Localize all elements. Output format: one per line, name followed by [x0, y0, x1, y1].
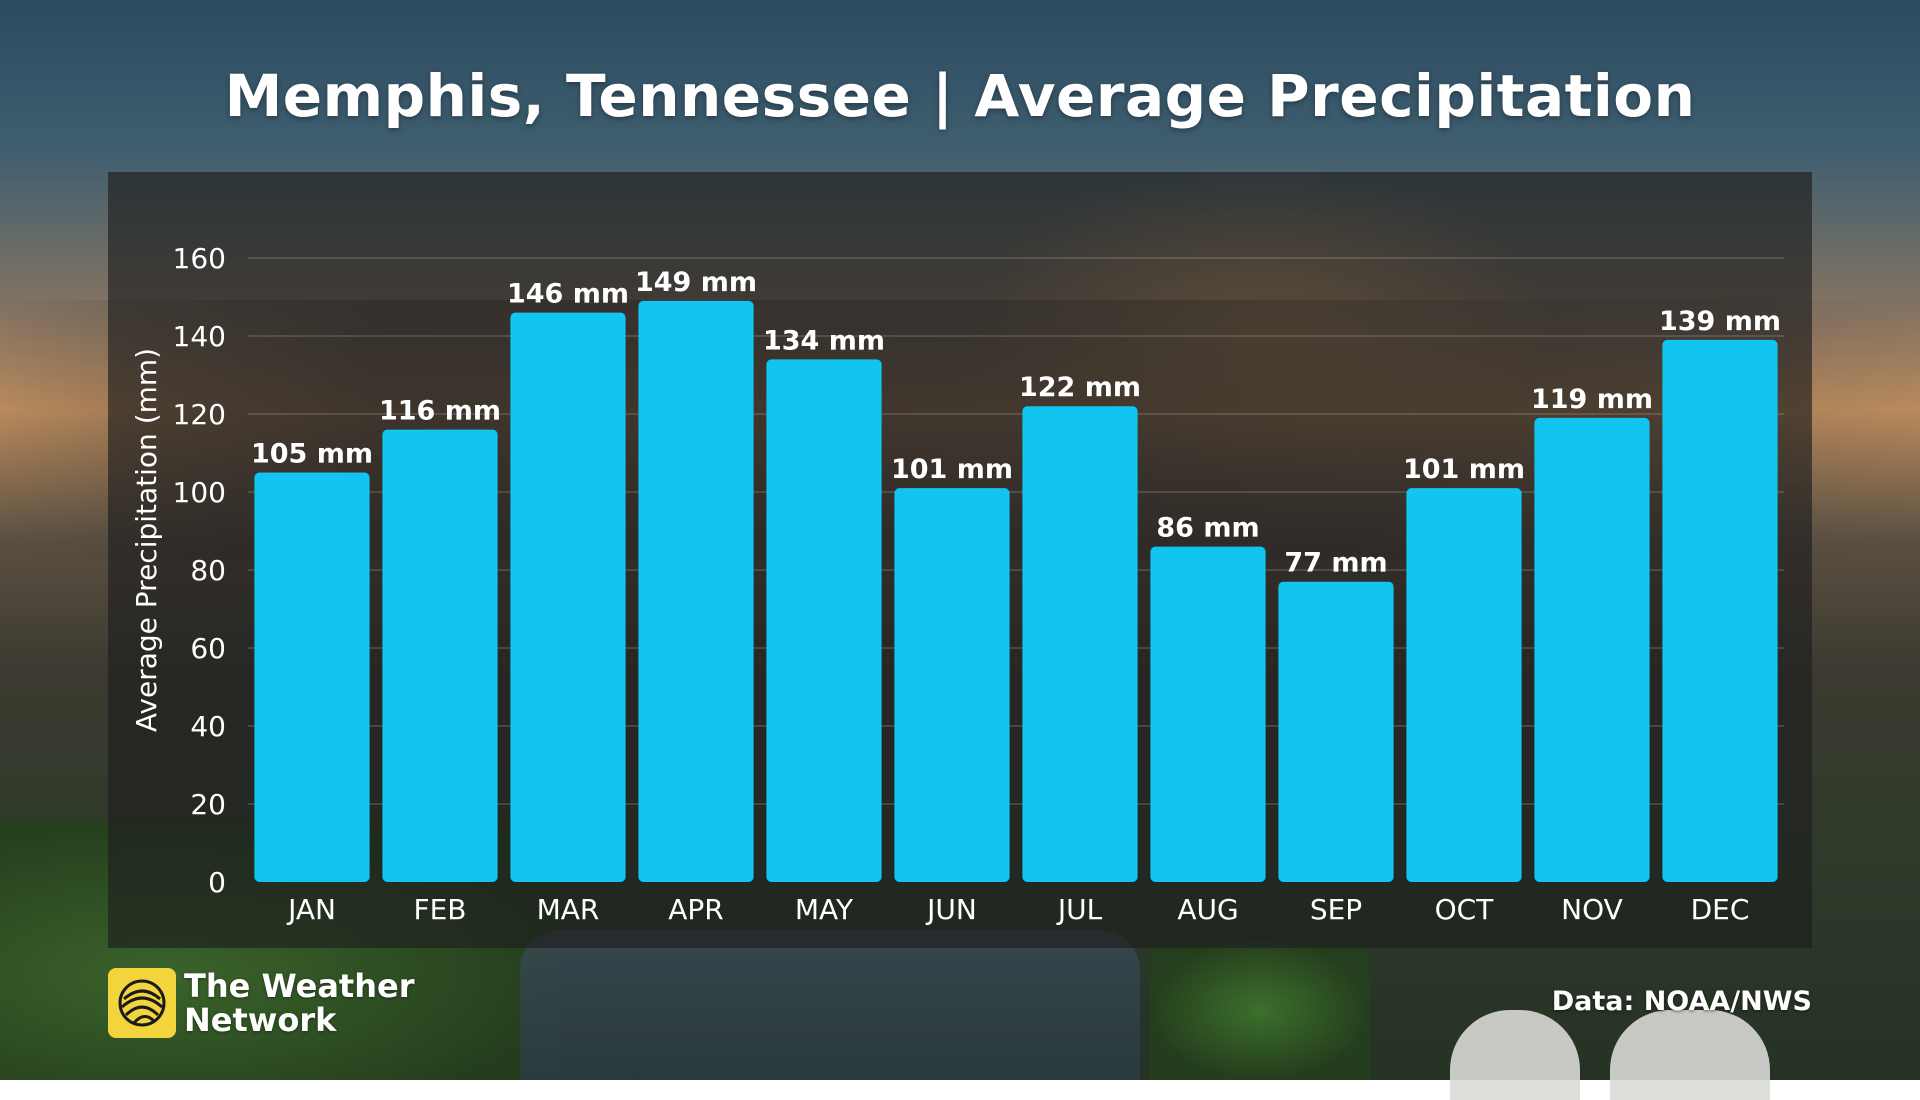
y-tick-label: 0 — [208, 866, 226, 899]
background-river — [520, 930, 1140, 1080]
x-category-label: NOV — [1561, 893, 1623, 926]
bar-may — [766, 359, 882, 882]
brand-name-line1: The Weather — [184, 967, 415, 1005]
y-tick-label: 80 — [190, 554, 226, 587]
bar-sep — [1278, 581, 1394, 882]
bar-jan — [254, 472, 370, 882]
data-label: 105 mm — [251, 439, 373, 470]
x-category-label: SEP — [1310, 893, 1362, 926]
x-category-label: JUN — [925, 893, 977, 926]
bar-aug — [1150, 546, 1266, 882]
x-category-label: APR — [668, 893, 724, 926]
chart-title: Memphis, Tennessee | Average Precipitati… — [224, 62, 1696, 130]
background-trees-right — [1150, 940, 1370, 1080]
y-tick-label: 160 — [173, 242, 226, 275]
x-category-labels: JAN FEB MAR APR MAY JUN JUL AUG SEP OCT NOV DEC — [286, 893, 1749, 926]
bar-mar — [510, 312, 626, 883]
y-tick-label: 140 — [173, 320, 226, 353]
gridlines — [248, 257, 1784, 805]
data-label: 77 mm — [1284, 548, 1387, 579]
x-category-label: JUL — [1056, 893, 1103, 926]
bar-jul — [1022, 406, 1138, 882]
y-tick-label: 100 — [173, 476, 226, 509]
y-axis-label: Average Precipitation (mm) — [130, 348, 163, 732]
brand-name: The Weather Network — [184, 969, 414, 1037]
data-label: 119 mm — [1531, 384, 1653, 415]
y-tick-label: 60 — [190, 632, 226, 665]
y-tick-label: 20 — [190, 788, 226, 821]
y-tick-label: 40 — [190, 710, 226, 743]
data-label: 101 mm — [1403, 454, 1525, 485]
x-category-label: FEB — [413, 893, 466, 926]
bar-apr — [638, 300, 754, 882]
bar-feb — [382, 429, 498, 882]
x-category-label: OCT — [1435, 893, 1495, 926]
data-label: 101 mm — [891, 454, 1013, 485]
bars — [254, 300, 1778, 883]
x-category-label: MAY — [795, 893, 854, 926]
bar-dec — [1662, 339, 1778, 882]
brand-name-line2: Network — [184, 1001, 337, 1039]
data-label: 116 mm — [379, 396, 501, 427]
y-tick-label: 120 — [173, 398, 226, 431]
bar-jun — [894, 488, 1010, 882]
globe-icon — [108, 968, 176, 1038]
y-tick-labels: 0 20 40 60 80 100 120 140 160 — [173, 242, 226, 899]
data-label: 134 mm — [763, 325, 885, 356]
bar-nov — [1534, 417, 1650, 882]
data-source: Data: NOAA/NWS — [1551, 986, 1812, 1017]
data-label: 122 mm — [1019, 372, 1141, 403]
x-category-label: JAN — [286, 893, 336, 926]
x-category-label: DEC — [1691, 893, 1750, 926]
data-label: 146 mm — [507, 279, 629, 310]
x-category-label: AUG — [1177, 893, 1238, 926]
bar-oct — [1406, 488, 1522, 882]
brand-logo: The Weather Network — [108, 968, 414, 1038]
data-label: 149 mm — [635, 267, 757, 298]
data-label: 86 mm — [1156, 513, 1259, 544]
x-category-label: MAR — [537, 893, 600, 926]
data-label: 139 mm — [1659, 306, 1781, 337]
